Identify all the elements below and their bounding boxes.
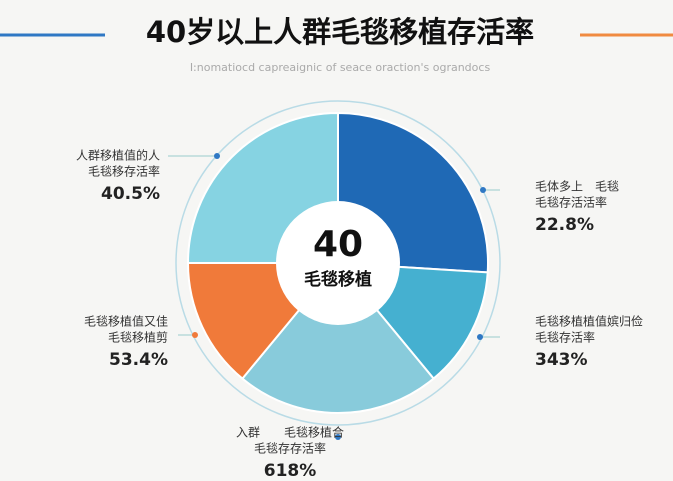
annotation-value: 22.8% [535,215,594,235]
leader-dot [335,434,341,440]
annotation-line: 毛毯移存活率 [88,164,160,179]
annotation-line: 毛体多上 毛毯 [535,180,619,194]
outer-ring [175,100,501,426]
annotation-value: 618% [264,461,317,481]
annotation-value: 343% [535,350,588,370]
subtitle: I:nomatiocd capreaignic of seace oractio… [190,61,491,74]
leader-dot [192,332,198,338]
leader-dot [214,153,220,159]
annotation-line: 毛毯存存活率 [254,441,326,456]
annotation-line: 入群 毛毯移植合 [236,425,344,440]
center-hub [276,201,400,325]
leader-dot [477,334,483,340]
center-text: 毛毯移植 [304,269,372,290]
annotation-line: 毛毯移植剪 [108,330,168,345]
annotation-value: 53.4% [109,350,168,370]
annotation-line: 毛毯移植植值嫔归俭 [535,314,643,329]
leader-dot [480,187,486,193]
annotation-line: 人群移植值的人 [76,148,160,163]
annotation-line: 毛毯存活活率 [535,195,607,210]
center-number: 40 [313,224,363,265]
pie-slice [240,261,436,414]
annotation-line: 毛毯存活率 [535,330,595,345]
annotation-line: 毛毯移植值又佳 [84,314,168,329]
chart-title: 40岁以上人群毛毯移植存活率 [146,15,534,49]
annotation-value: 40.5% [101,184,160,204]
